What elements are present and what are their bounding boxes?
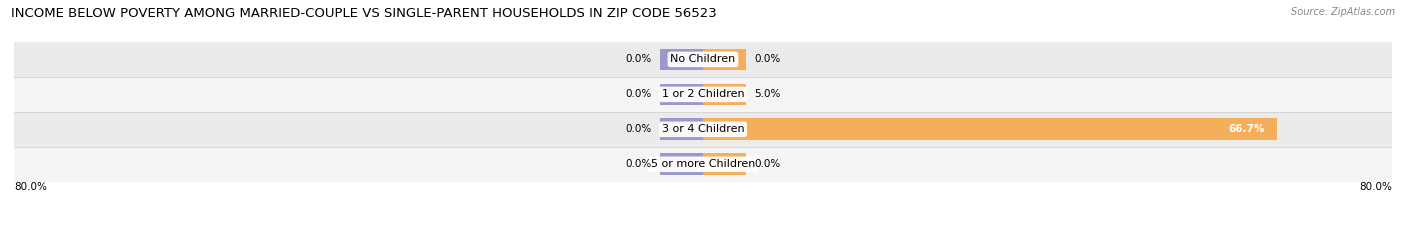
Text: INCOME BELOW POVERTY AMONG MARRIED-COUPLE VS SINGLE-PARENT HOUSEHOLDS IN ZIP COD: INCOME BELOW POVERTY AMONG MARRIED-COUPL… <box>11 7 717 20</box>
Text: 0.0%: 0.0% <box>626 124 651 134</box>
Text: 0.0%: 0.0% <box>626 159 651 169</box>
Bar <box>703 118 1278 140</box>
Text: 5.0%: 5.0% <box>755 89 782 99</box>
Bar <box>659 118 703 140</box>
Text: 5 or more Children: 5 or more Children <box>651 159 755 169</box>
Bar <box>14 147 1392 182</box>
Text: 66.7%: 66.7% <box>1227 124 1264 134</box>
Text: 0.0%: 0.0% <box>626 55 651 64</box>
Text: 0.0%: 0.0% <box>755 159 780 169</box>
Bar <box>14 42 1392 77</box>
Bar <box>703 154 747 175</box>
Text: 0.0%: 0.0% <box>755 55 780 64</box>
Text: 80.0%: 80.0% <box>14 182 46 192</box>
Text: No Children: No Children <box>671 55 735 64</box>
Bar <box>14 112 1392 147</box>
Bar <box>703 84 747 105</box>
Bar <box>659 154 703 175</box>
Bar <box>14 77 1392 112</box>
Text: Source: ZipAtlas.com: Source: ZipAtlas.com <box>1291 7 1395 17</box>
Text: 1 or 2 Children: 1 or 2 Children <box>662 89 744 99</box>
Text: 80.0%: 80.0% <box>1360 182 1392 192</box>
Bar <box>703 49 747 70</box>
Text: 0.0%: 0.0% <box>626 89 651 99</box>
Bar <box>659 49 703 70</box>
Bar <box>659 84 703 105</box>
Text: 3 or 4 Children: 3 or 4 Children <box>662 124 744 134</box>
